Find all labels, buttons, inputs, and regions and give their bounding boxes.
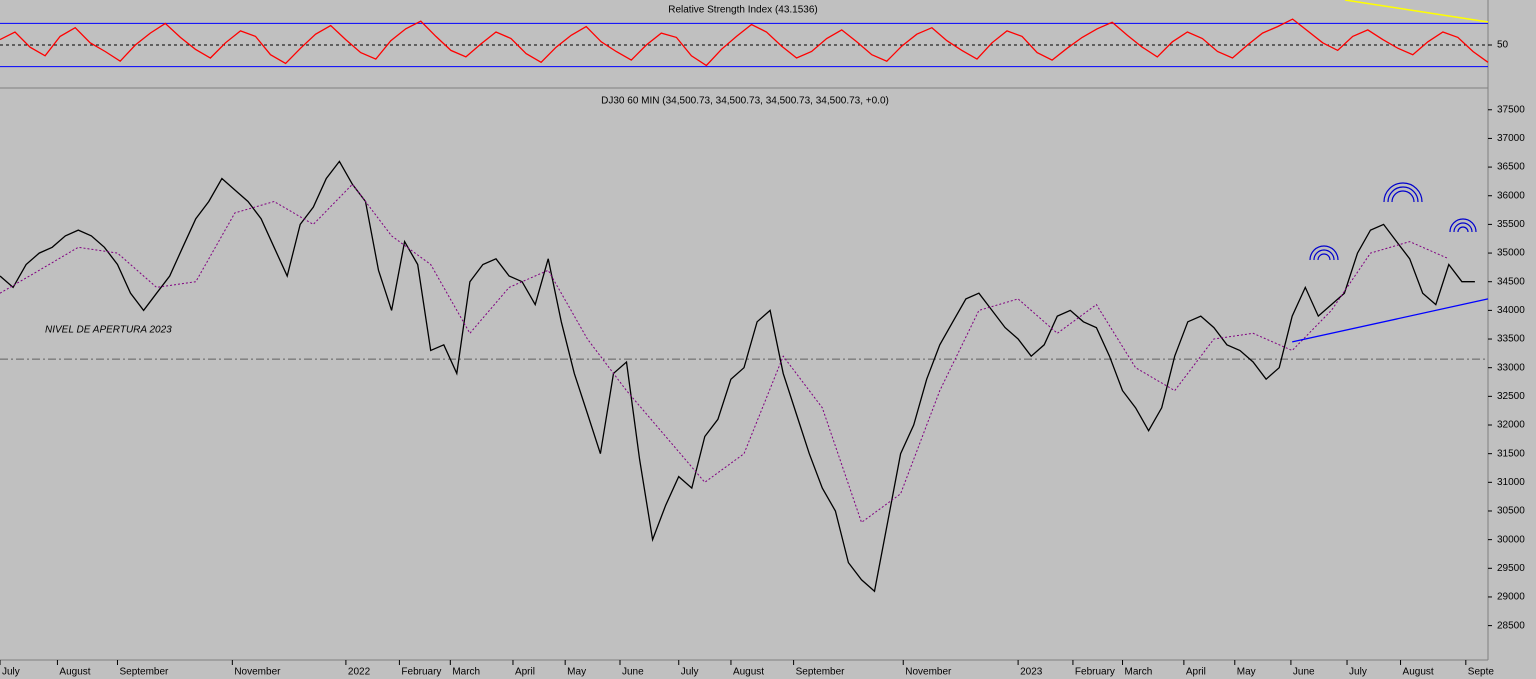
y-tick-label: 36000 xyxy=(1497,190,1525,201)
x-tick-label: November xyxy=(234,667,281,678)
x-tick-label: September xyxy=(796,667,846,678)
y-tick-label: 34500 xyxy=(1497,276,1525,287)
x-tick-label: May xyxy=(567,667,586,678)
y-tick-label: 50 xyxy=(1497,40,1509,51)
y-tick-label: 33000 xyxy=(1497,362,1525,373)
y-tick-label: 30000 xyxy=(1497,534,1525,545)
y-tick-label: 29000 xyxy=(1497,592,1525,603)
x-tick-label: August xyxy=(59,667,90,678)
price-title: DJ30 60 MIN (34,500.73, 34,500.73, 34,50… xyxy=(601,96,889,107)
y-tick-label: 35500 xyxy=(1497,219,1525,230)
x-tick-label: June xyxy=(622,667,644,678)
y-tick-label: 37000 xyxy=(1497,133,1525,144)
series-line xyxy=(0,18,1489,67)
series-line xyxy=(0,183,1450,524)
x-tick-label: November xyxy=(905,667,952,678)
y-tick-label: 36500 xyxy=(1497,162,1525,173)
y-tick-label: 33500 xyxy=(1497,334,1525,345)
y-tick-label: 28500 xyxy=(1497,620,1525,631)
y-tick-label: 31500 xyxy=(1497,448,1525,459)
series-line xyxy=(0,160,1475,593)
rsi-title: Relative Strength Index (43.1536) xyxy=(668,5,818,16)
x-tick-label: February xyxy=(401,667,441,678)
y-tick-label: 31000 xyxy=(1497,477,1525,488)
x-tick-label: August xyxy=(1403,667,1434,678)
x-tick-label: February xyxy=(1075,667,1115,678)
x-tick-label: April xyxy=(515,667,535,678)
x-tick-label: July xyxy=(2,667,20,678)
trendline xyxy=(1292,298,1489,343)
arc-markers xyxy=(1309,182,1477,261)
x-tick-label: March xyxy=(452,667,480,678)
y-tick-label: 35000 xyxy=(1497,248,1525,259)
y-tick-label: 30500 xyxy=(1497,506,1525,517)
x-tick-label: May xyxy=(1237,667,1256,678)
x-tick-label: April xyxy=(1186,667,1206,678)
x-tick-label: 2023 xyxy=(1020,667,1043,678)
x-tick-label: 2022 xyxy=(348,667,371,678)
y-tick-label: 32000 xyxy=(1497,420,1525,431)
y-tick-label: 32500 xyxy=(1497,391,1525,402)
annotation: NIVEL DE APERTURA 2023 xyxy=(45,325,172,336)
x-tick-label: July xyxy=(1349,667,1367,678)
x-tick-label: August xyxy=(733,667,764,678)
y-tick-label: 37500 xyxy=(1497,104,1525,115)
x-tick-label: Septe xyxy=(1468,667,1495,678)
x-tick-label: September xyxy=(119,667,169,678)
y-tick-label: 29500 xyxy=(1497,563,1525,574)
x-tick-label: March xyxy=(1125,667,1153,678)
rsi-trendline xyxy=(1344,0,1489,23)
x-tick-label: June xyxy=(1293,667,1315,678)
y-tick-label: 34000 xyxy=(1497,305,1525,316)
x-tick-label: July xyxy=(681,667,699,678)
